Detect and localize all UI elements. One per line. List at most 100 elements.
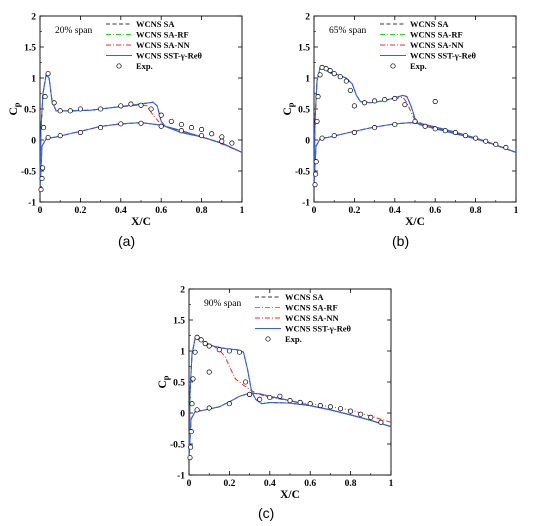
caption-c: (c)	[258, 505, 275, 521]
legend-marker-exp	[390, 63, 396, 69]
exp-point	[422, 123, 428, 129]
exp-point	[229, 140, 235, 146]
exp-point	[128, 101, 134, 107]
exp-point	[226, 401, 232, 407]
exp-point	[158, 123, 164, 129]
exp-point	[313, 159, 319, 165]
x-tick-label: 0.6	[155, 206, 167, 216]
exp-point	[39, 175, 45, 181]
caption-b: (b)	[392, 233, 410, 249]
exp-point	[189, 401, 195, 407]
exp-point	[192, 349, 198, 355]
series-0-upper	[313, 66, 517, 187]
exp-point	[188, 429, 194, 435]
y-tick-label: 0.5	[173, 379, 185, 389]
exp-point	[199, 133, 205, 139]
exp-point	[194, 334, 200, 340]
exp-point	[358, 411, 364, 417]
legend-label-exp: Exp.	[285, 334, 302, 344]
exp-point	[432, 126, 438, 132]
exp-point	[331, 71, 337, 77]
series-2-lower	[313, 122, 517, 187]
exp-point	[178, 128, 184, 134]
y-tick-label: 1.5	[298, 44, 310, 54]
exp-point	[442, 128, 448, 134]
legend-label: WCNS SA-NN	[410, 40, 464, 50]
x-tick-label: 1	[514, 206, 519, 216]
exp-point	[67, 108, 73, 114]
y-tick-label: 2	[31, 13, 36, 23]
exp-point	[323, 66, 329, 72]
exp-point	[372, 98, 378, 104]
exp-point	[194, 407, 200, 413]
exp-point	[190, 376, 196, 382]
y-tick-label: -1	[28, 199, 36, 209]
x-tick-label: 0.2	[74, 206, 86, 216]
exp-point	[351, 130, 357, 136]
legend-label: WCNS SA-RF	[136, 30, 189, 40]
x-tick-label: 0	[312, 206, 317, 216]
x-tick-label: 0.8	[470, 206, 482, 216]
span-annotation: 65% span	[329, 26, 366, 36]
x-tick-label: 0.4	[389, 206, 401, 216]
series-sa-nn-upper	[313, 66, 517, 187]
legend-label: WCNS SA	[285, 292, 324, 302]
exp-point	[188, 444, 194, 450]
exp-point	[337, 74, 343, 80]
exp-point	[219, 134, 225, 140]
legend-label: WCNS SA	[136, 19, 175, 29]
x-tick-label: 0.2	[348, 206, 360, 216]
y-tick-label: 0	[305, 137, 310, 147]
exp-point	[206, 343, 212, 349]
x-tick-label: 1	[389, 479, 394, 489]
x-tick-label: 0.6	[304, 479, 316, 489]
exp-point	[206, 405, 212, 411]
exp-point	[219, 138, 225, 144]
exp-point	[243, 379, 249, 385]
span-annotation: 90% span	[204, 299, 241, 309]
exp-point	[372, 125, 378, 131]
exp-point	[361, 100, 368, 106]
exp-point	[493, 141, 499, 147]
exp-point	[41, 125, 47, 131]
exp-point	[402, 102, 408, 108]
exp-point	[202, 341, 208, 347]
exp-point	[77, 106, 83, 112]
exp-point	[98, 106, 104, 112]
exp-point	[378, 419, 384, 425]
y-axis-label: Cp	[8, 102, 22, 115]
exp-point	[392, 95, 398, 102]
exp-point	[98, 125, 104, 131]
exp-point	[312, 182, 318, 188]
legend-label: WCNS SA	[410, 19, 449, 29]
y-axis-label: Cp	[282, 102, 296, 115]
exp-point	[503, 144, 509, 150]
exp-point	[188, 125, 195, 131]
exp-point	[314, 118, 320, 124]
exp-point	[118, 103, 124, 109]
exp-point	[57, 133, 63, 139]
exp-point	[138, 120, 144, 126]
y-tick-label: 0.5	[24, 106, 36, 116]
exp-point	[317, 72, 323, 78]
exp-point	[452, 130, 458, 136]
exp-point	[38, 187, 44, 193]
legend-label: WCNS SA-NN	[136, 40, 190, 50]
exp-point	[307, 401, 313, 407]
y-tick-label: 0.5	[298, 106, 310, 116]
exp-point	[327, 404, 333, 410]
exp-point	[209, 131, 215, 137]
exp-point	[118, 121, 124, 127]
exp-point	[187, 455, 193, 461]
y-tick-label: -0.5	[170, 441, 185, 451]
exp-point	[247, 391, 253, 397]
exp-point	[57, 108, 63, 114]
x-tick-label: 0.6	[429, 206, 441, 216]
exp-point	[483, 138, 489, 144]
exp-point	[257, 396, 263, 402]
legend-label: WCNS SST-γ-Reθ	[410, 51, 477, 61]
x-tick-label: 0.8	[196, 206, 208, 216]
exp-point	[432, 99, 438, 105]
exp-point	[331, 133, 337, 139]
exp-point	[368, 414, 374, 420]
